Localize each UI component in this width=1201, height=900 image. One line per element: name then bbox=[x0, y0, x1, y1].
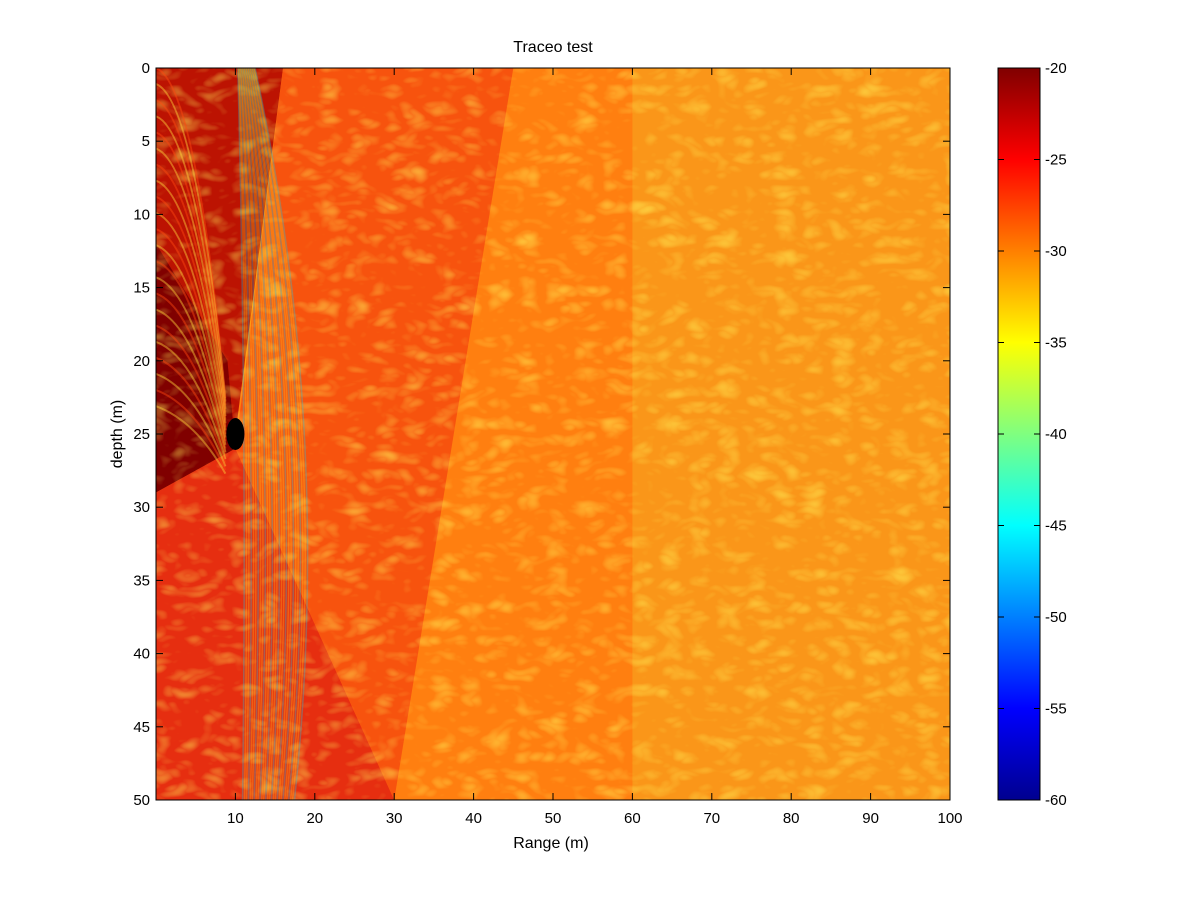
fringe-line bbox=[156, 260, 227, 442]
fringe-arc bbox=[242, 68, 264, 800]
fringe-line bbox=[156, 211, 227, 431]
fringe-arc bbox=[240, 68, 260, 800]
fringe-line bbox=[156, 308, 227, 453]
y-tick-label: 45 bbox=[133, 719, 150, 736]
y-axis-label: depth (m) bbox=[109, 400, 126, 468]
fringe-arc bbox=[253, 68, 306, 800]
colorbar-tick-label: -55 bbox=[1045, 701, 1067, 718]
fringe-line bbox=[156, 228, 227, 435]
fringe-line bbox=[156, 115, 227, 409]
fringe-arc bbox=[247, 68, 283, 800]
colorbar-tick-label: -50 bbox=[1045, 609, 1067, 626]
fringe-line bbox=[156, 324, 227, 456]
fringe-arc bbox=[238, 68, 253, 800]
fringe-arc bbox=[241, 68, 262, 800]
colorbar-gradient bbox=[998, 68, 1040, 800]
colorbar-tick-label: -35 bbox=[1045, 335, 1067, 352]
fringe-line bbox=[156, 292, 227, 449]
x-axis: 10 20 30 40 50 60 70 80 90 100 bbox=[227, 68, 963, 827]
x-tick-label: 50 bbox=[545, 810, 562, 827]
heatmap-texture bbox=[156, 68, 950, 800]
colorbar-tick-label: -40 bbox=[1045, 426, 1067, 443]
fringe-arc bbox=[244, 68, 271, 800]
interference-fringes bbox=[156, 68, 309, 800]
fringe-arc bbox=[251, 68, 297, 800]
colorbar-tick-label: -60 bbox=[1045, 792, 1067, 809]
x-tick-label: 100 bbox=[937, 810, 962, 827]
y-tick-label: 30 bbox=[133, 499, 150, 516]
fringe-arc bbox=[238, 68, 250, 800]
x-axis-label: Range (m) bbox=[513, 835, 589, 852]
chart-title: Traceo test bbox=[513, 39, 593, 56]
fringe-arc bbox=[246, 68, 281, 800]
y-tick-label: 35 bbox=[133, 572, 150, 589]
colorbar-tick-label: -30 bbox=[1045, 243, 1067, 260]
fringe-line bbox=[156, 389, 227, 471]
fringe-arc bbox=[237, 68, 248, 800]
fringe-arc bbox=[251, 68, 299, 800]
fringe-arc bbox=[239, 68, 255, 800]
fringe-line bbox=[156, 373, 227, 467]
y-tick-label: 40 bbox=[133, 646, 150, 663]
fringe-line bbox=[156, 68, 227, 399]
fringe-arc bbox=[249, 68, 292, 800]
fringe-line bbox=[156, 340, 227, 460]
fringe-arc bbox=[252, 68, 302, 800]
fringe-arc bbox=[254, 68, 309, 800]
x-tick-label: 40 bbox=[465, 810, 482, 827]
x-tick-label: 80 bbox=[783, 810, 800, 827]
fringe-arc bbox=[247, 68, 285, 800]
fringe-line bbox=[156, 179, 227, 424]
fringe-line bbox=[156, 147, 227, 417]
fringe-line bbox=[156, 405, 227, 475]
colorbar-tick-label: -45 bbox=[1045, 518, 1067, 535]
fringe-arc bbox=[240, 68, 257, 800]
y-tick-label: 15 bbox=[133, 280, 150, 297]
fringe-arc bbox=[244, 68, 274, 800]
y-tick-label: 20 bbox=[133, 353, 150, 370]
fringe-line bbox=[156, 195, 227, 427]
colorbar-tick-label: -25 bbox=[1045, 152, 1067, 169]
fringe-arc bbox=[253, 68, 304, 800]
fringe-arc bbox=[243, 68, 269, 800]
colorbar-tick-label: -20 bbox=[1045, 60, 1067, 77]
x-tick-label: 30 bbox=[386, 810, 403, 827]
fringe-arc bbox=[245, 68, 276, 800]
fringe-line bbox=[156, 276, 227, 445]
x-tick-label: 90 bbox=[862, 810, 879, 827]
y-tick-label: 50 bbox=[133, 792, 150, 809]
fringe-arc bbox=[249, 68, 290, 800]
fringe-line bbox=[156, 244, 227, 438]
colorbar: -20 -25 -30 -35 -40 -45 -50 -55 -60 bbox=[997, 60, 1067, 809]
fringe-line bbox=[156, 99, 227, 406]
fringe-line bbox=[156, 83, 227, 402]
y-tick-label: 0 bbox=[142, 60, 150, 77]
colorbar-ticks: -20 -25 -30 -35 -40 -45 -50 -55 -60 bbox=[998, 60, 1067, 809]
y-axis: 0 5 10 15 20 25 30 35 40 45 50 bbox=[133, 60, 950, 809]
fringe-arc bbox=[250, 68, 295, 800]
x-tick-label: 70 bbox=[703, 810, 720, 827]
fringe-arc bbox=[242, 68, 267, 800]
y-tick-label: 10 bbox=[133, 206, 150, 223]
heatmap-area bbox=[156, 68, 950, 800]
fringe-line bbox=[156, 356, 227, 464]
source-marker bbox=[226, 418, 245, 450]
y-tick-label: 5 bbox=[142, 133, 150, 150]
fringe-line bbox=[156, 163, 227, 420]
fringe-arc bbox=[248, 68, 288, 800]
x-tick-label: 10 bbox=[227, 810, 244, 827]
fringe-line bbox=[156, 131, 227, 413]
fringe-arc bbox=[245, 68, 278, 800]
x-tick-label: 60 bbox=[624, 810, 641, 827]
y-tick-label: 25 bbox=[133, 426, 150, 443]
x-tick-label: 20 bbox=[306, 810, 323, 827]
